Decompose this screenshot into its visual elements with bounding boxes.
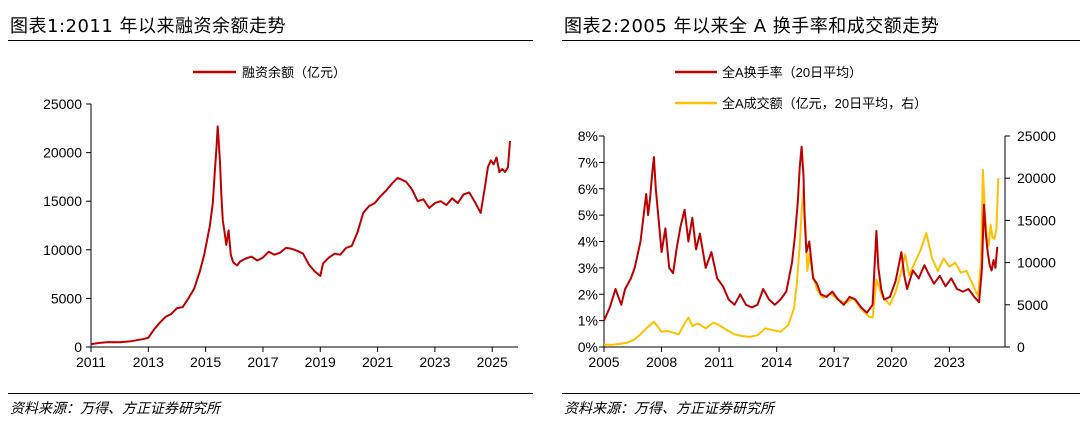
y-tick-label: 25000 [43, 96, 82, 112]
x-tick-label: 2017 [247, 354, 278, 370]
legend-label-turnover: 全A换手率（20日平均） [722, 65, 862, 80]
y-left-tick-label: 0% [578, 339, 598, 355]
series-line-trading-volume [603, 168, 1000, 346]
y-tick-label: 15000 [43, 193, 82, 209]
y-left-tick-label: 3% [578, 260, 598, 276]
series-line-turnover-rate [603, 145, 999, 322]
y-left-tick-label: 7% [578, 154, 598, 170]
y-tick-label: 5000 [51, 290, 82, 306]
x-tick-label: 2008 [646, 354, 677, 370]
margin-balance-chart: 0 5000 10000 15000 20000 25000 2011 2013 2015 201… [43, 65, 518, 370]
chart-title: 图表1:2011 年以来融资余额走势 [10, 16, 287, 37]
x-tick-label: 2014 [761, 354, 792, 370]
series-line-margin-balance [90, 125, 511, 346]
y-right-tick-label: 15000 [1017, 212, 1056, 228]
source-rule [8, 393, 533, 394]
legend-label-volume: 全A成交额（亿元，20日平均，右） [722, 96, 927, 111]
chart-panel-margin-balance: 图表1:2011 年以来融资余额走势 0 5000 10000 15000 20000 2… [8, 0, 533, 423]
y-left-tick-label: 6% [578, 181, 598, 197]
x-tick-label: 2011 [76, 354, 106, 370]
y-right-tick-label: 0 [1017, 339, 1025, 355]
title-rule [8, 40, 533, 41]
x-tick-label: 2017 [819, 354, 850, 370]
chart-source: 资料来源：万得、方正证券研究所 [10, 401, 220, 417]
title-rule [562, 40, 1080, 41]
x-tick-label: 2013 [133, 354, 164, 370]
x-tick-label: 2005 [588, 354, 619, 370]
x-tick-label: 2011 [704, 354, 734, 370]
x-tick-label: 2025 [477, 354, 508, 370]
y-right-tick-label: 25000 [1017, 128, 1056, 144]
x-tick-label: 2023 [419, 354, 450, 370]
y-left-tick-label: 2% [578, 286, 598, 302]
x-tick-label: 2020 [876, 354, 907, 370]
x-tick-label: 2019 [305, 354, 336, 370]
x-tick-label: 2023 [934, 354, 965, 370]
x-tick-label: 2021 [362, 354, 393, 370]
y-right-tick-label: 10000 [1017, 255, 1056, 271]
y-tick-label: 10000 [43, 242, 82, 258]
y-tick-label: 0 [74, 339, 82, 355]
y-left-tick-label: 5% [578, 207, 598, 223]
y-tick-label: 20000 [43, 145, 82, 161]
y-left-tick-label: 8% [578, 128, 598, 144]
source-rule [562, 393, 1080, 394]
y-right-tick-label: 20000 [1017, 170, 1056, 186]
y-right-tick-label: 5000 [1017, 297, 1048, 313]
y-left-tick-label: 4% [578, 234, 598, 250]
legend-label: 融资余额（亿元） [242, 65, 346, 80]
chart-source: 资料来源：万得、方正证券研究所 [564, 401, 774, 417]
turnover-volume-chart: 0% 1% 2% 3% 4% 5% 6% 7% 8% 0 5000 10000 15000 20000 25… [578, 65, 1056, 370]
y-left-tick-label: 1% [578, 313, 598, 329]
chart-title: 图表2:2005 年以来全 A 换手率和成交额走势 [564, 16, 940, 37]
x-tick-label: 2015 [190, 354, 221, 370]
chart-panel-turnover: 图表2:2005 年以来全 A 换手率和成交额走势 0% 1% 2% 3% 4% 5% 6%… [562, 0, 1080, 423]
